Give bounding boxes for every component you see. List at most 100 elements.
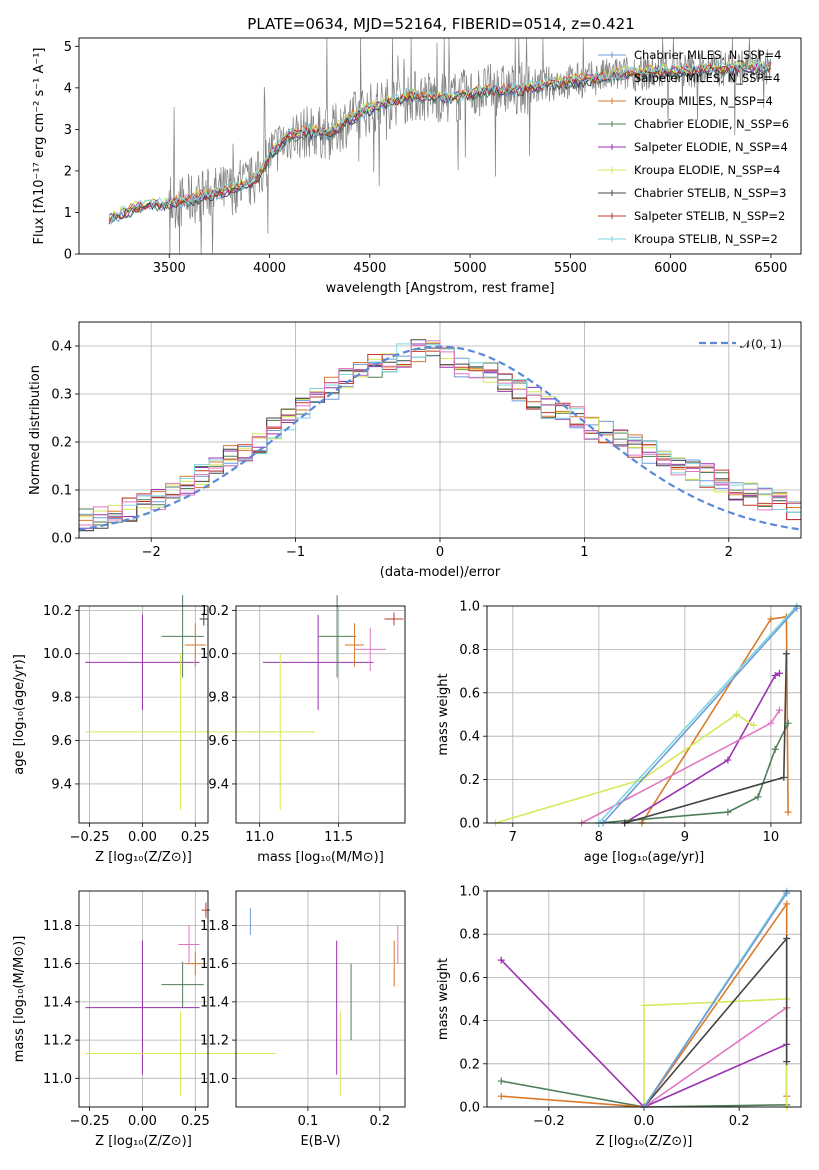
y-axis-label: mass weight [436,673,451,755]
residual-histogram [79,343,801,529]
axes-frame [235,605,406,824]
weight-line [495,713,755,824]
x-tick-label: 0.1 [298,1114,319,1129]
legend-label: Chabrier STELIB, N_SSP=3 [634,186,786,200]
y-tick-label: 0.6 [459,686,480,701]
data-point [775,669,783,677]
y-tick-label: 11.8 [43,919,72,934]
x-axis-label: age [log₁₀(age/yr)] [584,850,705,865]
data-point [780,773,788,781]
y-tick-label: 0.4 [459,1014,480,1029]
y-tick-label: 0.4 [51,340,72,355]
panel-1 [75,322,802,542]
x-tick-label: 4000 [253,261,286,276]
y-tick-label: 10.2 [200,604,229,619]
axes-frame [78,37,802,255]
x-tick-label: 5500 [554,261,587,276]
y-tick-label: 11.0 [200,1072,229,1087]
data-point [497,1077,505,1085]
model-spectrum [109,59,772,221]
y-tick-label: 9.8 [208,691,229,706]
x-tick-label: 6000 [654,261,687,276]
x-tick-label: 0.0 [634,1114,655,1129]
x-tick-label: 10 [763,830,780,845]
data-point [640,1001,648,1009]
x-tick-label: −0.25 [70,1114,110,1129]
y-tick-label: 0.6 [459,971,480,986]
legend-label: Kroupa STELIB, N_SSP=2 [634,232,778,246]
data-point [783,935,791,943]
x-axis-label: (data-model)/error [380,565,501,580]
data-point [767,719,775,727]
panel-5 [75,891,276,1111]
weight-line [641,615,789,824]
y-axis-label: mass [log₁₀(M/M⊙)] [12,936,27,1063]
panel-6 [232,891,405,1111]
x-axis-label: Z [log₁₀(Z/Z⊙)] [596,1134,693,1149]
x-axis-label: mass [log₁₀(M/M⊙)] [257,850,384,865]
axes-frame [78,890,209,1108]
data-point [775,706,783,714]
legend-label: Kroupa ELODIE, N_SSP=4 [634,163,780,177]
data-point [754,793,762,801]
weight-line [624,672,780,824]
y-tick-label: 0.2 [459,773,480,788]
weight-line [598,722,789,824]
y-tick-label: 9.8 [51,691,72,706]
x-tick-label: −2 [142,545,161,560]
weight-line [624,653,788,824]
x-tick-label: 0.2 [729,1114,750,1129]
y-tick-label: 11.6 [43,957,72,972]
model-spectrum [108,62,772,224]
y-tick-label: 9.4 [208,777,229,792]
weight-line [602,607,798,824]
data-point [782,650,790,658]
y-tick-label: 1.0 [459,600,480,615]
y-tick-label: 10.2 [43,604,72,619]
x-tick-label: 11.0 [245,830,274,845]
x-tick-label: −0.2 [533,1114,565,1129]
x-tick-label: 0.2 [369,1114,390,1129]
y-tick-label: 0.0 [459,817,480,832]
data-point [771,671,779,679]
data-point [771,745,779,753]
data-point [767,615,775,623]
panel-0 [75,37,772,258]
y-tick-label: 0.3 [51,388,72,403]
chart-title: PLATE=0634, MJD=52164, FIBERID=0514, z=0… [247,15,634,33]
x-tick-label: 0 [436,545,444,560]
x-tick-label: 0.00 [128,830,157,845]
y-tick-label: 11.8 [200,919,229,934]
x-tick-label: −1 [286,545,305,560]
x-tick-label: 3500 [153,261,186,276]
y-tick-label: 0 [64,248,72,263]
y-tick-label: 11.0 [43,1072,72,1087]
x-tick-label: 0.25 [181,1114,210,1129]
y-tick-label: 1 [64,206,72,221]
data-point [783,1058,791,1066]
data-point [750,721,758,729]
y-tick-label: 11.2 [200,1034,229,1049]
y-tick-label: 0.4 [459,730,480,745]
legend-label: Chabrier MILES, N_SSP=4 [634,48,781,62]
data-point [784,719,792,727]
y-tick-label: 2 [64,164,72,179]
y-tick-label: 0.0 [51,532,72,547]
y-tick-label: 10.0 [200,647,229,662]
x-tick-label: 0.25 [181,830,210,845]
x-tick-label: 0.00 [128,1114,157,1129]
y-axis-label: Normed distribution [28,365,43,495]
weight-line [643,892,788,1108]
panel-2 [75,595,276,827]
y-tick-label: 11.4 [200,995,229,1010]
data-point [497,1092,505,1100]
legend-label: 𝒩(0, 1) [740,337,782,351]
y-tick-label: 11.4 [43,995,72,1010]
x-tick-label: 4500 [353,261,386,276]
legend-label: Chabrier ELODIE, N_SSP=6 [634,117,789,131]
residual-histogram [79,339,801,532]
x-tick-label: 8 [595,830,603,845]
y-axis-label: age [log₁₀(age/yr)] [12,654,27,775]
panel-4 [483,602,801,827]
x-axis-label: wavelength [Angstrom, rest frame] [326,281,555,296]
